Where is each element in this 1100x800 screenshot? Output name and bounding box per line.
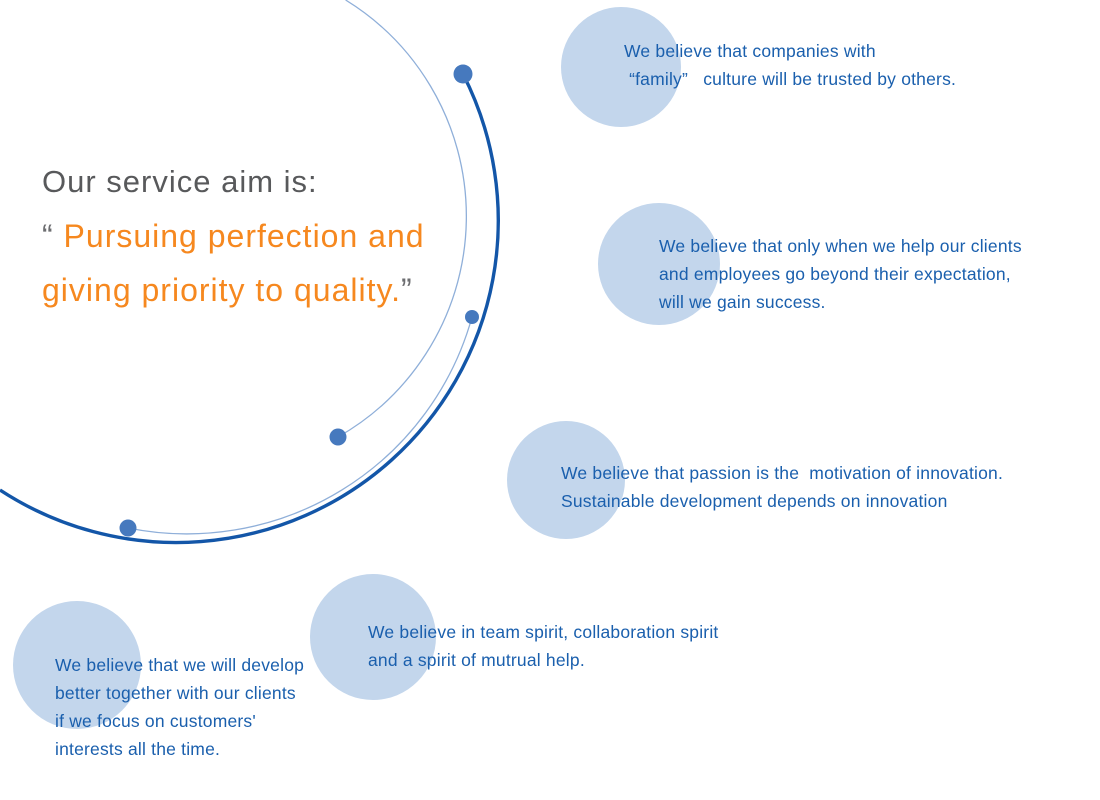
timeline-dot-3 (329, 428, 347, 446)
belief-text-beyond-expectation: We believe that only when we help our cl… (659, 236, 1022, 312)
belief-circle-team-spirit (310, 574, 436, 700)
belief-text-develop-with-clients: We believe that we will develop better t… (55, 655, 305, 759)
belief-text-family-culture: We believe that companies with “family” … (624, 41, 957, 89)
quote-text-line1: Pursuing perfection and (63, 218, 425, 254)
heading-quote-line1: “ Pursuing perfection and (42, 209, 425, 263)
belief-circle-beyond-expectation (598, 203, 720, 325)
belief-text-team-spirit: We believe in team spirit, collaboration… (368, 622, 719, 670)
open-quote-mark: “ (42, 218, 64, 254)
belief-circle-family-culture (561, 7, 681, 127)
close-quote-mark: ” (401, 272, 413, 308)
timeline-dot-2 (465, 310, 479, 324)
timeline-dot-4 (119, 519, 137, 537)
quote-text-line2: giving priority to quality. (42, 272, 401, 308)
timeline-dot-1 (453, 64, 473, 84)
heading: Our service aim is: “ Pursuing perfectio… (42, 155, 425, 317)
belief-circle-passion-innovation (507, 421, 625, 539)
heading-quote-line2: giving priority to quality.” (42, 263, 425, 317)
heading-title: Our service aim is: (42, 164, 318, 199)
thin-arc-inner (127, 316, 473, 535)
belief-circle-develop-with-clients (13, 601, 141, 729)
belief-text-passion-innovation: We believe that passion is the motivatio… (561, 463, 1004, 511)
